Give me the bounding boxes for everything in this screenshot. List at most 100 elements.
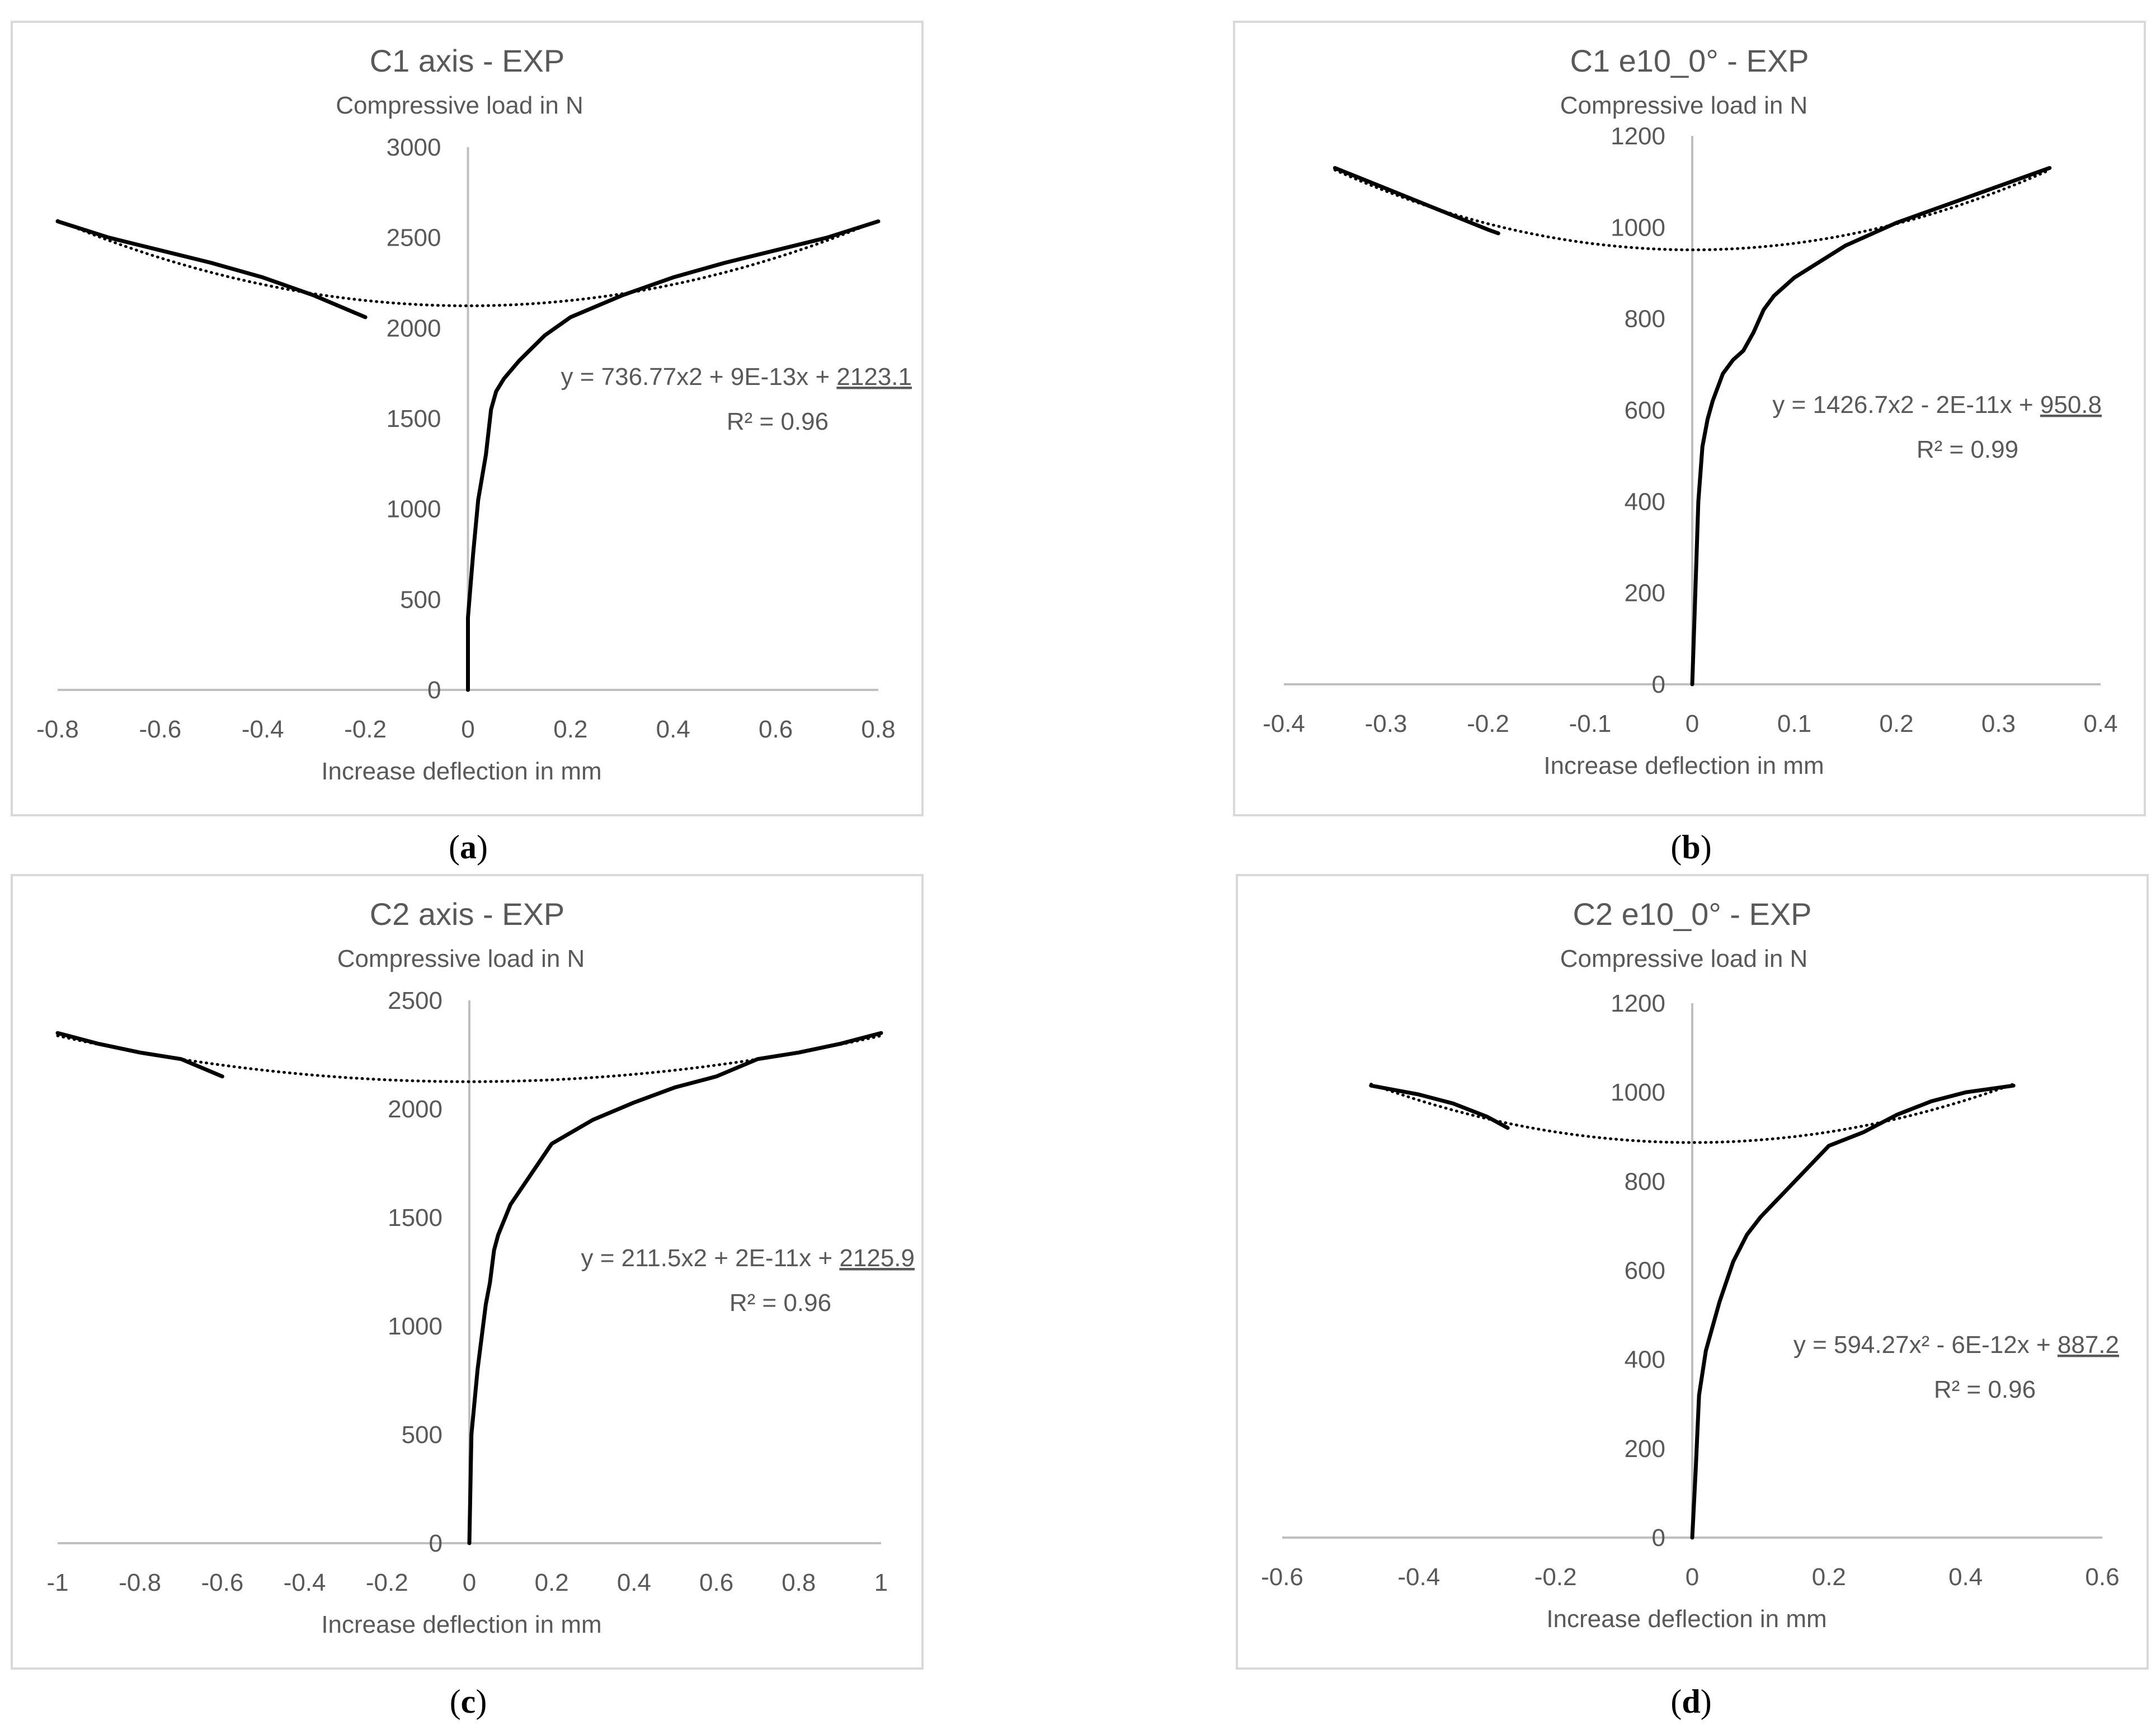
x-tick-label: 0.1 (1777, 710, 1811, 737)
y-tick-label: 1200 (1611, 990, 1665, 1017)
r-squared-label: R² = 0.96 (729, 1289, 831, 1317)
y-tick-label: 1000 (1611, 214, 1665, 241)
y-tick-label: 1200 (1611, 123, 1665, 150)
y-tick-label: 0 (429, 1530, 443, 1557)
x-tick-label: -0.4 (1397, 1563, 1440, 1591)
x-tick-label: -0.6 (1261, 1563, 1303, 1591)
x-tick-label: -0.2 (366, 1569, 408, 1596)
caption-b: (b) (1670, 829, 1712, 866)
chart-title: C1 e10_0° - EXP (1570, 43, 1809, 78)
y-tick-label: 800 (1625, 306, 1665, 333)
y-tick-label: 600 (1625, 397, 1665, 424)
y-tick-label: 2000 (388, 1096, 443, 1123)
y-tick-label: 1000 (388, 1313, 443, 1340)
r-squared-label: R² = 0.96 (1934, 1376, 2036, 1403)
x-tick-label: 0.4 (656, 716, 690, 743)
y-tick-label: 200 (1625, 1435, 1665, 1463)
x-tick-label: 0.6 (2085, 1563, 2119, 1591)
x-tick-label: 0 (463, 1569, 476, 1596)
x-tick-label: 0.8 (861, 716, 895, 743)
chart-panel-c: C2 axis - EXP Compressive load in N -1 -0.8… (11, 874, 924, 1670)
data-series-line (466, 219, 881, 692)
x-tick-label: 0.6 (699, 1569, 733, 1596)
trendline-equation: y = 1426.7x2 - 2E-11x + 950.8 (1772, 391, 2102, 419)
x-tick-label: 0 (461, 716, 474, 743)
y-axis-label: Compressive load in N (337, 945, 585, 972)
chart-title: C1 axis - EXP (370, 43, 565, 78)
y-tick-label: 2500 (388, 987, 443, 1014)
y-tick-label: 0 (1652, 1524, 1665, 1552)
y-axis-label: Compressive load in N (1560, 945, 1808, 972)
y-tick-label: 500 (400, 586, 441, 613)
chart-frame (1233, 21, 2146, 816)
y-tick-label: 500 (402, 1421, 443, 1449)
chart-frame (11, 874, 924, 1670)
data-series-line (1333, 166, 1500, 236)
y-tick-label: 1000 (1611, 1079, 1665, 1106)
caption-a: (a) (449, 829, 488, 866)
y-tick-label: 3000 (387, 134, 441, 161)
x-tick-label: 0.8 (782, 1569, 816, 1596)
chart-b-svg: C1 e10_0° - EXP Compressive load in N -0.4… (1233, 21, 2146, 816)
trendline-equation: y = 736.77x2 + 9E-13x + 2123.1 (561, 363, 912, 391)
x-axis-label: Increase deflection in mm (1546, 1605, 1827, 1633)
x-tick-label: 0.4 (2083, 710, 2117, 737)
chart-title: C2 e10_0° - EXP (1573, 896, 1811, 932)
trendline-series (1369, 1083, 2015, 1144)
x-tick-label: -0.2 (1467, 710, 1509, 737)
y-tick-label: 0 (427, 676, 441, 704)
y-tick-label: 1000 (387, 496, 441, 523)
x-tick-label: -0.4 (284, 1569, 326, 1596)
x-tick-label: -0.6 (201, 1569, 243, 1596)
x-tick-label: 0.4 (617, 1569, 651, 1596)
y-tick-label: 600 (1625, 1257, 1665, 1285)
x-tick-label: -1 (46, 1569, 68, 1596)
x-tick-label: -0.4 (1263, 710, 1305, 737)
chart-d-svg: C2 e10_0° - EXP Compressive load in N -0.6… (1236, 874, 2149, 1670)
x-tick-label: 0.2 (1812, 1563, 1846, 1591)
chart-title: C2 axis - EXP (370, 896, 565, 932)
x-tick-label: -0.8 (36, 716, 79, 743)
data-series-line (55, 219, 368, 319)
x-tick-label: 1 (874, 1569, 888, 1596)
r-squared-label: R² = 0.96 (727, 408, 828, 435)
x-tick-label: 0 (1686, 1563, 1699, 1591)
r-squared-label: R² = 0.99 (1917, 436, 2018, 463)
x-tick-label: -0.4 (242, 716, 284, 743)
x-tick-label: 0.3 (1981, 710, 2016, 737)
caption-c: (c) (449, 1683, 487, 1720)
chart-panel-d: C2 e10_0° - EXP Compressive load in N -0.6… (1236, 874, 2149, 1670)
chart-panel-a: C1 axis - EXP Compressive load in N -0.8 -0… (11, 21, 924, 816)
data-series-line (1690, 166, 2052, 687)
x-axis-label: Increase deflection in mm (321, 758, 601, 785)
y-tick-label: 2500 (387, 224, 441, 252)
x-tick-label: -0.2 (1534, 1563, 1577, 1591)
x-tick-label: -0.6 (139, 716, 181, 743)
y-tick-label: 400 (1625, 488, 1665, 515)
y-tick-label: 2000 (387, 314, 441, 342)
y-tick-label: 200 (1625, 580, 1665, 607)
chart-panel-b: C1 e10_0° - EXP Compressive load in N -0.4… (1233, 21, 2146, 816)
chart-c-svg: C2 axis - EXP Compressive load in N -1 -0.8… (11, 874, 924, 1670)
y-tick-label: 800 (1625, 1168, 1665, 1195)
x-tick-label: 0 (1686, 710, 1699, 737)
x-tick-label: -0.1 (1569, 710, 1612, 737)
data-series-line (1690, 1083, 2016, 1540)
x-tick-label: 0.6 (759, 716, 793, 743)
trendline-equation: y = 211.5x2 + 2E-11x + 2125.9 (581, 1244, 915, 1272)
x-tick-label: 0.2 (1879, 710, 1913, 737)
y-axis-label: Compressive load in N (336, 92, 583, 119)
y-tick-label: 0 (1652, 671, 1665, 698)
x-axis-label: Increase deflection in mm (321, 1611, 601, 1638)
x-tick-label: -0.3 (1365, 710, 1407, 737)
caption-d: (d) (1670, 1683, 1712, 1720)
x-tick-label: 0.4 (1948, 1563, 1983, 1591)
trendline-series (56, 219, 880, 307)
x-tick-label: 0.2 (535, 1569, 569, 1596)
x-tick-label: -0.2 (344, 716, 387, 743)
trendline-series (1333, 168, 2051, 251)
trendline-equation: y = 594.27x² - 6E-12x + 887.2 (1793, 1331, 2119, 1359)
chart-a-svg: C1 axis - EXP Compressive load in N -0.8 -0… (11, 21, 924, 816)
y-tick-label: 1500 (387, 405, 441, 433)
x-tick-label: -0.8 (119, 1569, 161, 1596)
